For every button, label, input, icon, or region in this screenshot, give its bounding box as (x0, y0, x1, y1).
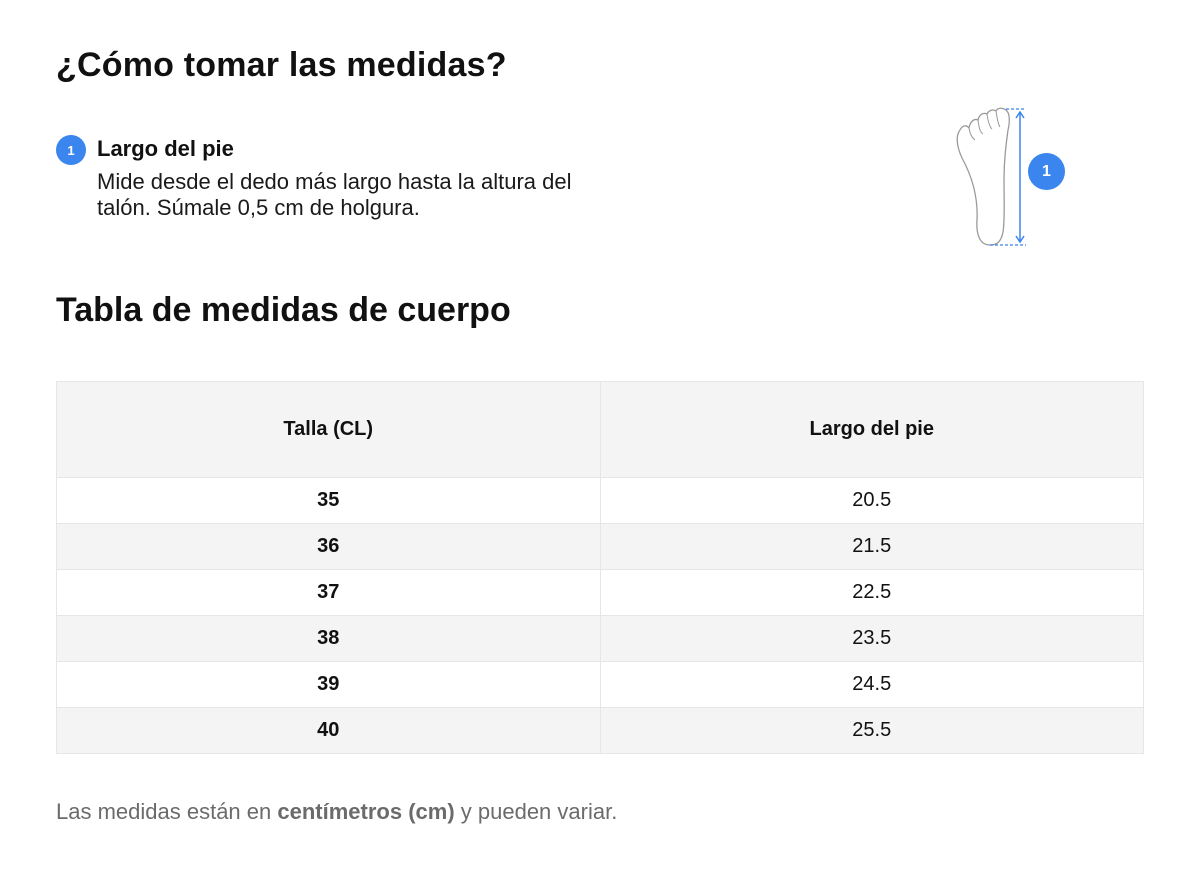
size-cell: 39 (56, 661, 601, 708)
table-row: 38 23.5 (56, 615, 1144, 662)
section-title: Tabla de medidas de cuerpo (56, 291, 511, 329)
foot-length-diagram-icon (950, 100, 1070, 255)
measurement-description: Mide desde el dedo más largo hasta la al… (97, 169, 572, 220)
column-header-size: Talla (CL) (56, 381, 601, 478)
foot-length-cell: 24.5 (599, 661, 1144, 708)
footnote-suffix: y pueden variar. (454, 799, 618, 824)
table-header-row: Talla (CL) Largo del pie (56, 381, 1144, 478)
table-row: 39 24.5 (56, 661, 1144, 708)
table-row: 40 25.5 (56, 707, 1144, 754)
size-cell: 35 (56, 477, 601, 524)
page-title: ¿Cómo tomar las medidas? (56, 46, 507, 84)
units-footnote: Las medidas están en centímetros (cm) y … (56, 799, 617, 825)
foot-length-cell: 23.5 (599, 615, 1144, 662)
footnote-emphasis: centímetros (cm) (277, 799, 455, 824)
size-cell: 36 (56, 523, 601, 570)
step-number-badge: 1 (56, 135, 86, 165)
size-table: Talla (CL) Largo del pie 35 20.5 36 21.5… (56, 381, 1144, 754)
size-cell: 40 (56, 707, 601, 754)
size-cell: 37 (56, 569, 601, 616)
table-row: 36 21.5 (56, 523, 1144, 570)
column-header-foot-length: Largo del pie (599, 381, 1144, 478)
foot-length-cell: 21.5 (599, 523, 1144, 570)
footnote-prefix: Las medidas están en (56, 799, 278, 824)
table-row: 35 20.5 (56, 477, 1144, 524)
foot-length-cell: 20.5 (599, 477, 1144, 524)
table-row: 37 22.5 (56, 569, 1144, 616)
diagram-number-badge: 1 (1028, 153, 1065, 190)
measurement-label: Largo del pie (97, 136, 234, 161)
foot-length-cell: 25.5 (599, 707, 1144, 754)
foot-length-cell: 22.5 (599, 569, 1144, 616)
size-cell: 38 (56, 615, 601, 662)
